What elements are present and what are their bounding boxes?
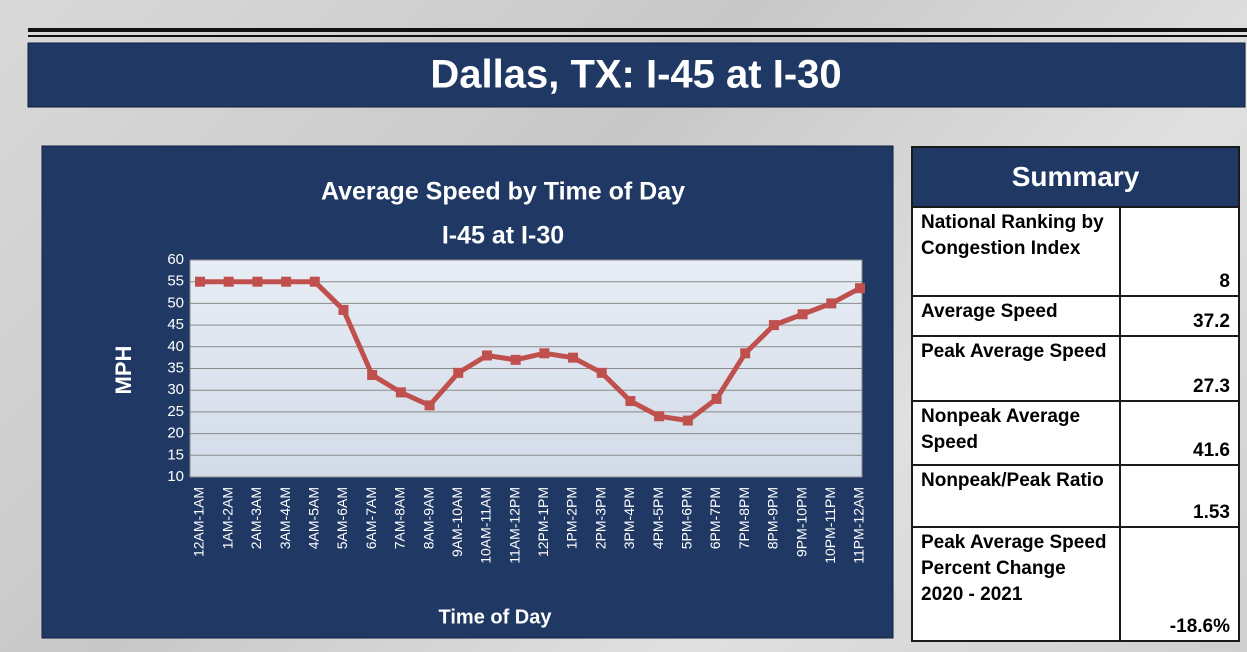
summary-row: Average Speed 37.2 bbox=[911, 295, 1240, 337]
title-bar bbox=[27, 42, 1246, 108]
y-axis-label: MPH bbox=[111, 346, 136, 395]
point-marker bbox=[395, 387, 406, 398]
summary-value: 37.2 bbox=[1119, 295, 1240, 337]
point-marker bbox=[281, 276, 292, 287]
y-tick-label: 40 bbox=[167, 338, 184, 355]
summary-value: 8 bbox=[1119, 206, 1240, 297]
summary-value: 27.3 bbox=[1119, 335, 1240, 402]
summary-row: National Ranking by Congestion Index 8 bbox=[911, 206, 1240, 297]
summary-value: 41.6 bbox=[1119, 400, 1240, 466]
y-tick-label: 10 bbox=[167, 468, 184, 485]
x-tick-label: 1AM-2AM bbox=[219, 487, 235, 549]
x-tick-label: 8PM-9PM bbox=[765, 487, 781, 549]
point-marker bbox=[539, 348, 550, 359]
rule bbox=[28, 35, 1247, 37]
x-tick-label: 5PM-6PM bbox=[679, 487, 695, 549]
x-tick-label: 12AM-1AM bbox=[191, 487, 207, 557]
point-marker bbox=[424, 400, 435, 411]
point-marker bbox=[855, 283, 865, 294]
summary-value: 1.53 bbox=[1119, 464, 1240, 528]
x-tick-label: 2PM-3PM bbox=[592, 487, 608, 549]
y-tick-label: 45 bbox=[167, 316, 184, 333]
page-title: Dallas, TX: I-45 at I-30 bbox=[430, 53, 841, 97]
x-tick-label: 8AM-9AM bbox=[420, 487, 436, 549]
x-tick-label: 4PM-5PM bbox=[650, 487, 666, 549]
point-marker bbox=[195, 276, 205, 287]
y-tick-label: 35 bbox=[167, 359, 184, 376]
point-marker bbox=[367, 370, 378, 381]
summary-row: Nonpeak/Peak Ratio 1.53 bbox=[911, 464, 1240, 528]
point-marker bbox=[654, 411, 665, 422]
point-marker bbox=[625, 396, 636, 407]
y-tick-label: 50 bbox=[167, 294, 184, 311]
point-marker bbox=[309, 276, 320, 287]
point-marker bbox=[826, 298, 837, 309]
summary-label: Peak Average Speed bbox=[911, 335, 1121, 402]
x-tick-label: 3AM-4AM bbox=[277, 487, 293, 549]
x-tick-label: 12PM-1PM bbox=[535, 487, 551, 557]
rule bbox=[28, 28, 1247, 32]
x-tick-label: 9PM-10PM bbox=[793, 487, 809, 557]
y-tick-label: 15 bbox=[167, 446, 184, 463]
point-marker bbox=[797, 309, 808, 320]
point-marker bbox=[510, 354, 521, 365]
point-marker bbox=[768, 320, 779, 331]
y-tick-label: 25 bbox=[167, 403, 184, 420]
x-tick-label: 1PM-2PM bbox=[564, 487, 580, 549]
summary-label: Average Speed bbox=[911, 295, 1121, 337]
point-marker bbox=[740, 348, 751, 359]
y-tick-label: 60 bbox=[167, 251, 184, 268]
x-tick-label: 3PM-4PM bbox=[621, 487, 637, 549]
y-tick-label: 20 bbox=[167, 425, 184, 442]
y-tick-label: 55 bbox=[167, 273, 184, 290]
summary-label: Peak Average Speed Percent Change 2020 -… bbox=[911, 526, 1121, 642]
summary-label: National Ranking by Congestion Index bbox=[911, 206, 1121, 297]
x-tick-label: 7AM-8AM bbox=[392, 487, 408, 549]
x-tick-label: 6AM-7AM bbox=[363, 487, 379, 549]
point-marker bbox=[711, 393, 722, 404]
point-marker bbox=[568, 352, 579, 363]
summary-row: Peak Average Speed 27.3 bbox=[911, 335, 1240, 402]
summary-row: Nonpeak Average Speed 41.6 bbox=[911, 400, 1240, 466]
summary-label: Nonpeak/Peak Ratio bbox=[911, 464, 1121, 528]
point-marker bbox=[481, 350, 492, 361]
x-tick-label: 9AM-10AM bbox=[449, 487, 465, 557]
point-marker bbox=[223, 276, 234, 287]
point-marker bbox=[338, 304, 349, 315]
x-tick-label: 2AM-3AM bbox=[248, 487, 264, 549]
y-tick-label: 30 bbox=[167, 381, 184, 398]
x-tick-label: 10AM-11AM bbox=[478, 487, 494, 564]
chart-subtitle: I-45 at I-30 bbox=[442, 222, 564, 250]
x-tick-label: 6PM-7PM bbox=[707, 487, 723, 549]
summary-title: Summary bbox=[911, 146, 1240, 208]
x-tick-label: 5AM-6AM bbox=[334, 487, 350, 549]
x-axis-label: Time of Day bbox=[439, 606, 553, 628]
point-marker bbox=[682, 415, 693, 426]
x-tick-label: 7PM-8PM bbox=[736, 487, 752, 549]
x-tick-label: 4AM-5AM bbox=[305, 487, 321, 549]
point-marker bbox=[596, 367, 607, 378]
x-tick-label: 10PM-11PM bbox=[822, 487, 838, 564]
point-marker bbox=[252, 276, 263, 287]
x-tick-label: 11PM-12AM bbox=[851, 487, 867, 564]
summary-table: Summary National Ranking by Congestion I… bbox=[911, 146, 1240, 642]
x-tick-label: 11AM-12PM bbox=[506, 487, 522, 564]
summary-row: Peak Average Speed Percent Change 2020 -… bbox=[911, 526, 1240, 642]
point-marker bbox=[453, 367, 464, 378]
chart-title: Average Speed by Time of Day bbox=[321, 178, 685, 206]
summary-value: -18.6% bbox=[1119, 526, 1240, 642]
summary-label: Nonpeak Average Speed bbox=[911, 400, 1121, 466]
